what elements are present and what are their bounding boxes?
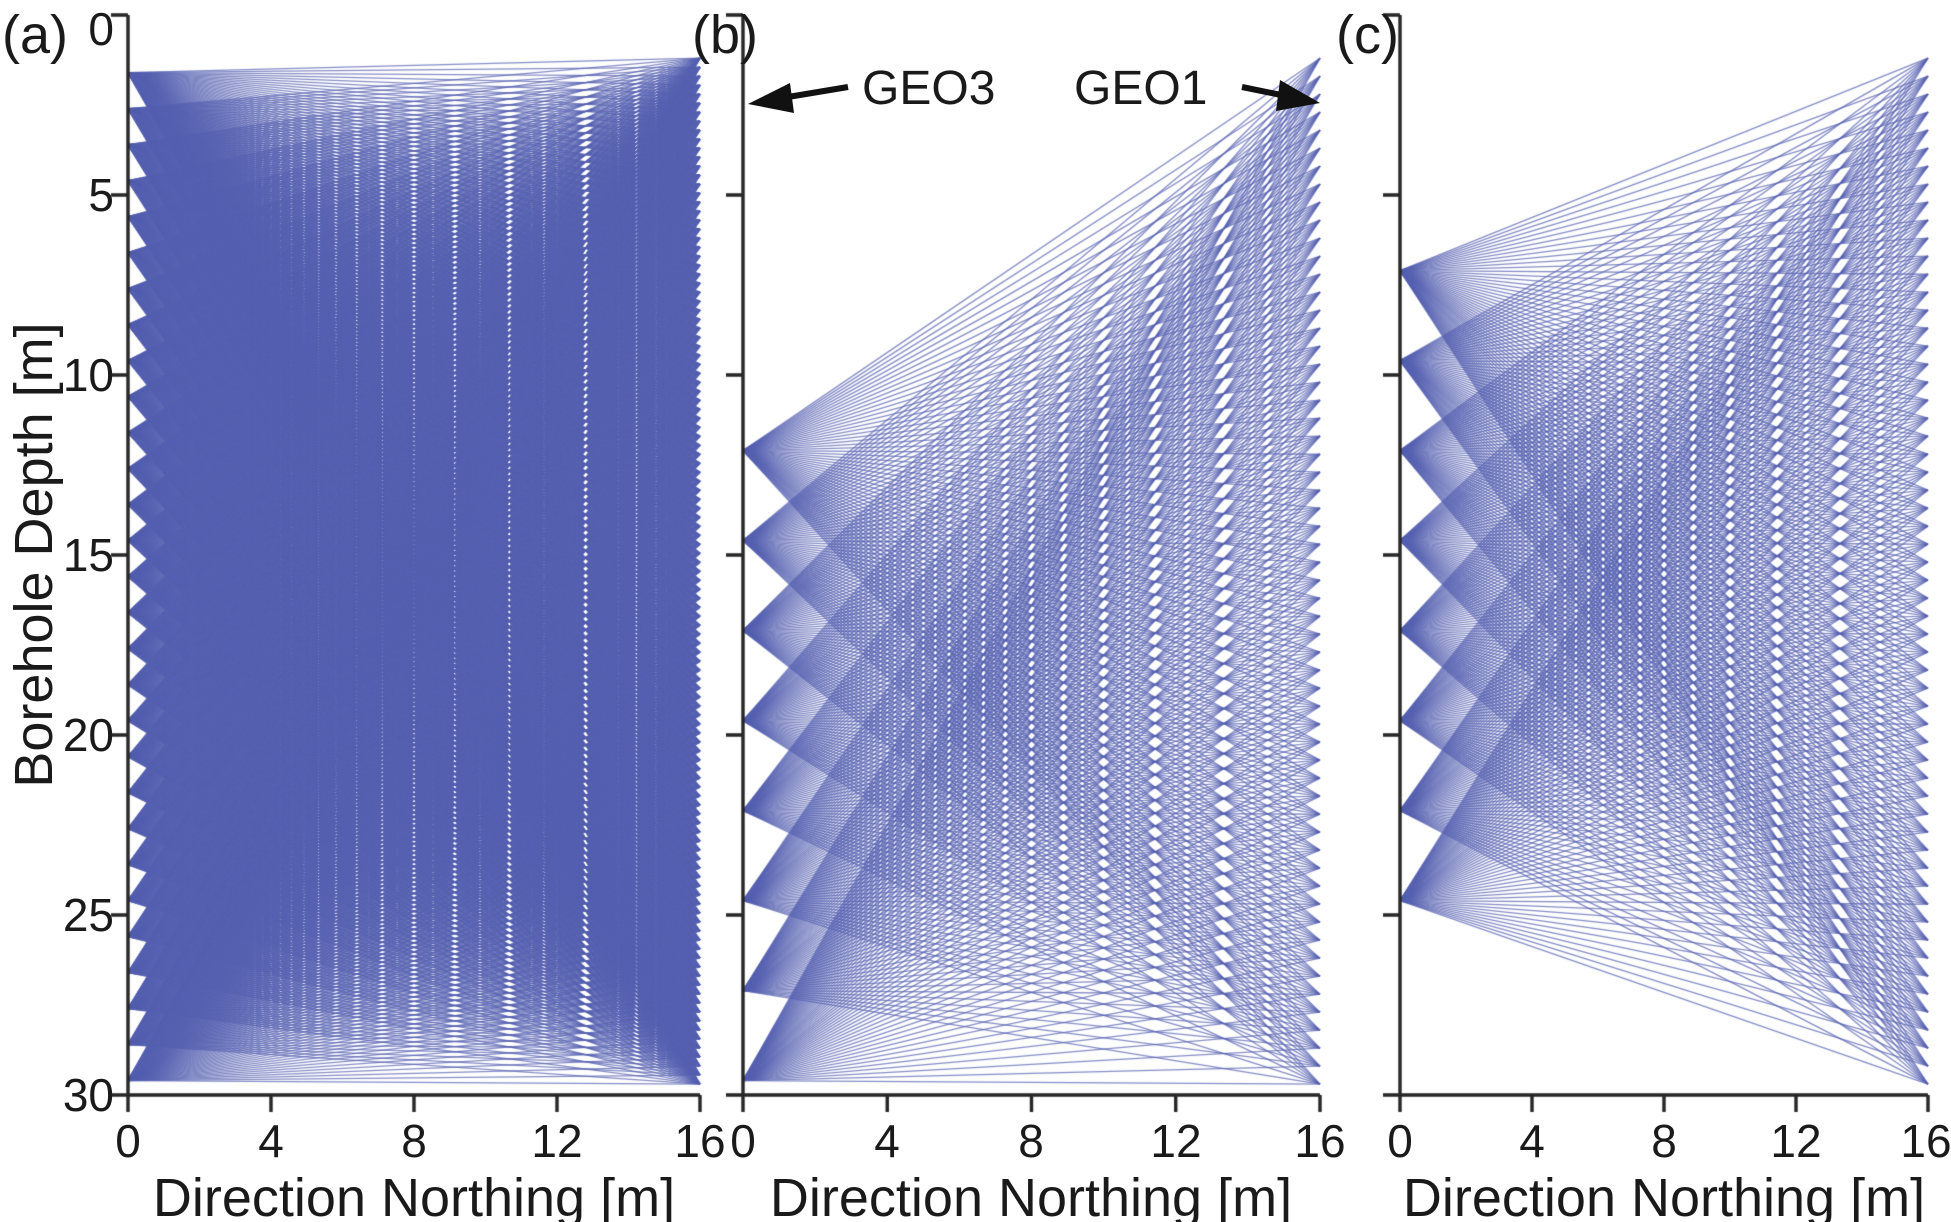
y-tick-label: 5 (88, 169, 114, 221)
x-tick-label: 8 (1018, 1115, 1044, 1167)
geo3-label: GEO3 (862, 62, 996, 115)
y-tick-label: 30 (62, 1069, 114, 1121)
y-tick-label: 10 (62, 349, 114, 401)
x-tick-label: 8 (1651, 1115, 1677, 1167)
y-tick-label: 25 (62, 889, 114, 941)
geo1-label: GEO1 (1074, 62, 1208, 115)
x-tick-label: 0 (1387, 1115, 1413, 1167)
x-tick-label: 12 (1150, 1115, 1202, 1167)
x-tick-label: 0 (730, 1115, 756, 1167)
x-tick-label: 16 (674, 1115, 726, 1167)
x-tick-label: 16 (1294, 1115, 1346, 1167)
panel-label-b: (b) (692, 5, 758, 65)
x-tick-label: 4 (874, 1115, 900, 1167)
x-tick-label: 0 (115, 1115, 141, 1167)
x-axis-label-c: Direction Northing [m] (1402, 1168, 1926, 1222)
x-tick-label: 8 (401, 1115, 427, 1167)
x-tick-label: 4 (1519, 1115, 1545, 1167)
y-tick-label: 15 (62, 529, 114, 581)
x-axis-label-b: Direction Northing [m] (769, 1168, 1293, 1222)
x-tick-label: 16 (1900, 1115, 1951, 1167)
x-axis-label-a: Direction Northing [m] (152, 1168, 676, 1222)
panel-label-a: (a) (2, 5, 68, 65)
x-tick-label: 12 (531, 1115, 583, 1167)
panel-label-c: (c) (1336, 5, 1399, 65)
x-tick-label: 12 (1770, 1115, 1822, 1167)
x-tick-label: 4 (258, 1115, 284, 1167)
y-tick-label: 0 (88, 3, 114, 55)
y-tick-label: 20 (62, 709, 114, 761)
